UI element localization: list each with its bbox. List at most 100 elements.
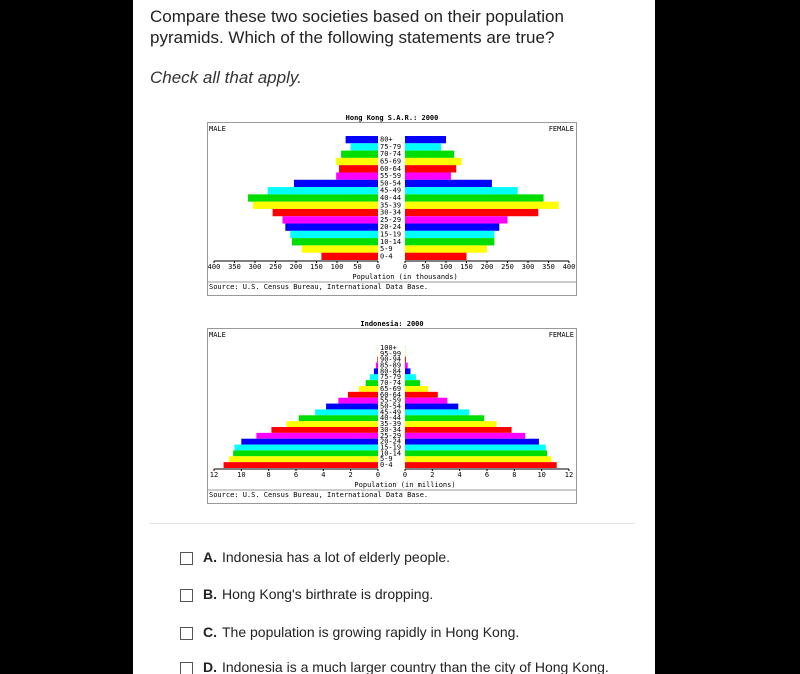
- female-bar: [405, 201, 559, 209]
- age-label: 80-84: [380, 367, 401, 375]
- female-bar: [405, 238, 495, 246]
- right-label: FEMALE: [549, 331, 574, 339]
- option-letter: B.: [203, 586, 217, 602]
- age-label: 5-9: [380, 245, 393, 253]
- female-bar: [405, 397, 448, 404]
- male-bar: [339, 165, 378, 173]
- plot-border: [207, 328, 577, 504]
- right-label: FEMALE: [549, 125, 574, 133]
- female-bar: [405, 380, 421, 386]
- age-label: 75-79: [380, 143, 401, 151]
- age-label: 100+: [380, 344, 397, 352]
- female-bar: [405, 432, 526, 439]
- checkbox[interactable]: [180, 588, 193, 602]
- female-bar: [405, 223, 500, 231]
- option-text: Hong Kong's birthrate is dropping.: [222, 586, 434, 602]
- male-bar: [272, 208, 378, 217]
- male-bar: [336, 157, 378, 166]
- male-bar: [326, 403, 378, 410]
- age-label: 55-59: [380, 397, 401, 405]
- age-label: 80+: [380, 136, 393, 144]
- x-tick-label: 100: [331, 263, 344, 271]
- male-bar: [229, 456, 378, 463]
- age-label: 40-44: [380, 414, 401, 422]
- age-label: 65-69: [380, 158, 401, 166]
- age-label: 15-19: [380, 444, 401, 452]
- male-bar: [282, 216, 378, 224]
- x-tick-label: 2: [349, 471, 353, 479]
- male-bar: [293, 179, 378, 188]
- male-bar: [321, 252, 378, 260]
- male-bar: [369, 374, 378, 381]
- age-label: 10-14: [380, 449, 401, 457]
- x-tick-label: 50: [353, 263, 361, 271]
- age-label: 95-99: [380, 350, 401, 358]
- age-label: 35-39: [380, 420, 401, 428]
- x-tick-label: 400: [208, 263, 221, 271]
- option[interactable]: B. Hong Kong's birthrate is dropping.: [180, 586, 433, 602]
- age-label: 25-29: [380, 432, 401, 440]
- age-label: 70-74: [380, 150, 401, 158]
- male-bar: [315, 409, 378, 416]
- age-label: 55-59: [380, 172, 401, 180]
- plot-border: [207, 122, 577, 296]
- male-bar: [345, 136, 378, 144]
- x-tick-label: 350: [542, 263, 555, 271]
- male-bar: [375, 362, 378, 369]
- x-tick-label: 2: [430, 471, 434, 479]
- x-tick-label: 12: [565, 471, 573, 479]
- option-letter: C.: [203, 624, 217, 640]
- x-tick-label: 12: [210, 471, 218, 479]
- age-label: 20-24: [380, 223, 401, 231]
- male-bar: [223, 462, 378, 468]
- age-label: 50-54: [380, 403, 401, 411]
- checkbox[interactable]: [180, 661, 193, 674]
- x-tick-label: 10: [237, 471, 245, 479]
- x-tick-label: 250: [269, 263, 282, 271]
- female-bar: [405, 157, 462, 166]
- question-text: pyramids. Which of the following stateme…: [150, 28, 555, 47]
- female-bar: [405, 403, 459, 410]
- x-tick-label: 150: [310, 263, 323, 271]
- female-bar: [405, 438, 539, 445]
- question-text: Compare these two societies based on the…: [150, 7, 564, 26]
- instruction: Check all that apply.: [150, 68, 302, 87]
- female-bar: [405, 386, 429, 392]
- option-letter: A.: [203, 549, 217, 565]
- x-tick-label: 8: [512, 471, 516, 479]
- x-axis-label: Population (in thousands): [352, 273, 457, 281]
- female-bar: [405, 136, 446, 144]
- left-label: MALE: [209, 125, 226, 133]
- age-label: 10-14: [380, 238, 401, 246]
- checkbox[interactable]: [180, 626, 193, 640]
- option[interactable]: A. Indonesia has a lot of elderly people.: [180, 549, 450, 565]
- female-bar: [405, 208, 539, 217]
- age-label: 40-44: [380, 194, 401, 202]
- female-bar: [405, 165, 457, 173]
- female-bar: [405, 462, 557, 468]
- age-label: 70-74: [380, 379, 401, 387]
- option[interactable]: D. Indonesia is a much larger country tha…: [180, 659, 609, 674]
- x-axis-label: Population (in millions): [354, 481, 455, 489]
- male-bar: [373, 368, 378, 375]
- option[interactable]: C. The population is growing rapidly in H…: [180, 624, 519, 640]
- x-tick-label: 0: [403, 263, 407, 271]
- male-bar: [291, 238, 378, 246]
- x-tick-label: 250: [501, 263, 514, 271]
- age-label: 65-69: [380, 385, 401, 393]
- male-bar: [338, 397, 378, 404]
- option-text: Indonesia is a much larger country than …: [222, 659, 609, 674]
- checkbox[interactable]: [180, 551, 193, 565]
- female-bar: [405, 415, 485, 422]
- x-tick-label: 4: [458, 471, 462, 479]
- age-label: 45-49: [380, 408, 401, 416]
- male-bar: [233, 450, 378, 457]
- age-label: 0-4: [380, 461, 393, 469]
- male-bar: [271, 427, 378, 433]
- x-tick-label: 0: [403, 471, 407, 479]
- x-tick-label: 300: [249, 263, 262, 271]
- age-label: 35-39: [380, 201, 401, 209]
- x-tick-label: 8: [267, 471, 271, 479]
- male-bar: [248, 194, 378, 202]
